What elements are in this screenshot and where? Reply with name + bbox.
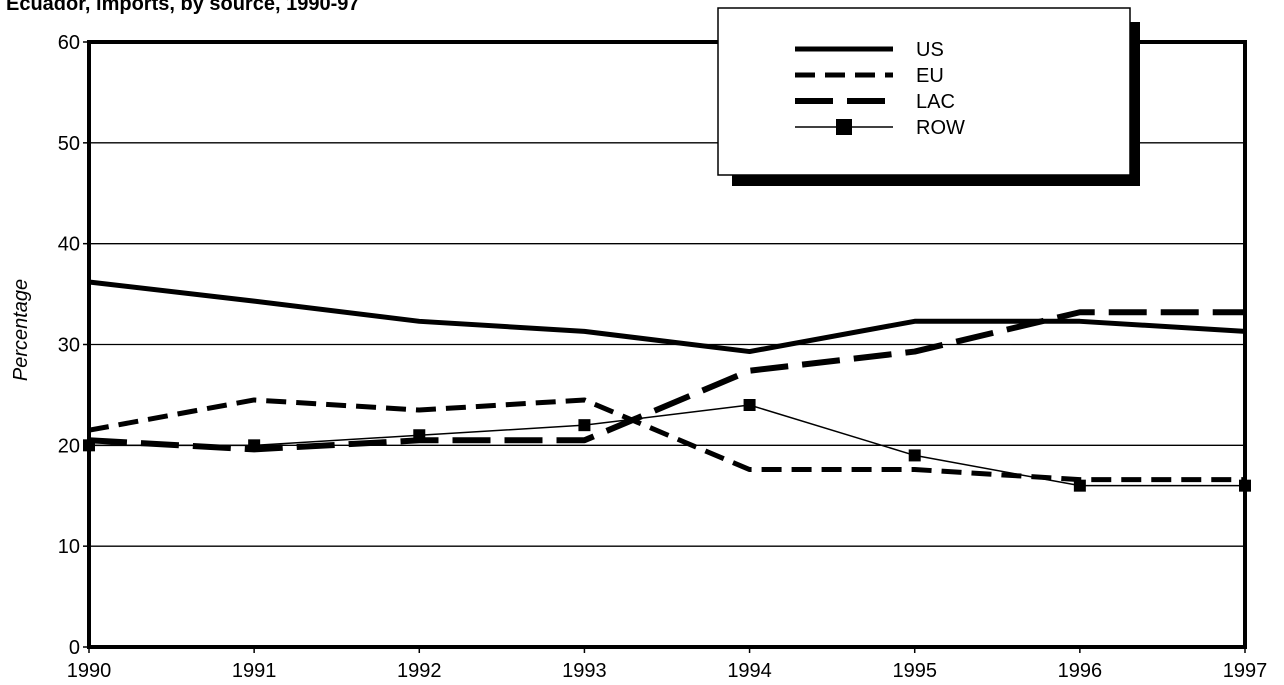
x-tick-label: 1996 — [1058, 660, 1103, 682]
legend-label-eu: EU — [916, 65, 944, 87]
legend-label-row: ROW — [916, 117, 965, 139]
x-tick-label: 1990 — [67, 660, 112, 682]
chart-title: Ecuador, imports, by source, 1990-97 — [6, 0, 359, 15]
y-tick-label: 60 — [58, 32, 80, 54]
y-tick-label: 10 — [58, 536, 80, 558]
x-tick-label: 1994 — [727, 660, 772, 682]
y-tick-label: 30 — [58, 335, 80, 357]
y-axis-ticks: 0 10 20 30 40 50 60 — [58, 32, 89, 659]
y-tick-label: 20 — [58, 435, 80, 457]
data-point-row — [578, 419, 591, 432]
legend-box — [717, 7, 1131, 176]
x-tick-label: 1993 — [562, 660, 607, 682]
legend: US EU LAC ROW — [717, 7, 1140, 186]
y-tick-label: 0 — [69, 637, 80, 659]
series-lines — [83, 279, 1251, 492]
x-tick-label: 1992 — [397, 660, 442, 682]
legend-marker-row — [836, 119, 852, 135]
series-line-row — [89, 404, 1245, 487]
gridlines — [89, 142, 1245, 547]
series-line-lac — [88, 309, 1245, 453]
x-tick-label: 1995 — [892, 660, 937, 682]
series-line-us — [88, 279, 1246, 355]
series-line-eu — [88, 397, 1245, 483]
data-point-row — [743, 399, 756, 411]
x-tick-label: 1997 — [1223, 660, 1268, 682]
legend-label-us: US — [916, 39, 944, 61]
legend-label-lac: LAC — [916, 91, 955, 113]
data-point-row — [908, 449, 921, 462]
plot-frame — [87, 40, 1247, 649]
y-tick-label: 40 — [58, 234, 80, 256]
y-axis-label: Percentage — [10, 279, 32, 381]
data-point-row — [1073, 479, 1086, 492]
x-axis-ticks: 1990 1991 1992 1993 1994 1995 1996 1997 — [67, 647, 1268, 682]
y-tick-label: 50 — [58, 133, 80, 155]
x-tick-label: 1991 — [232, 660, 277, 682]
